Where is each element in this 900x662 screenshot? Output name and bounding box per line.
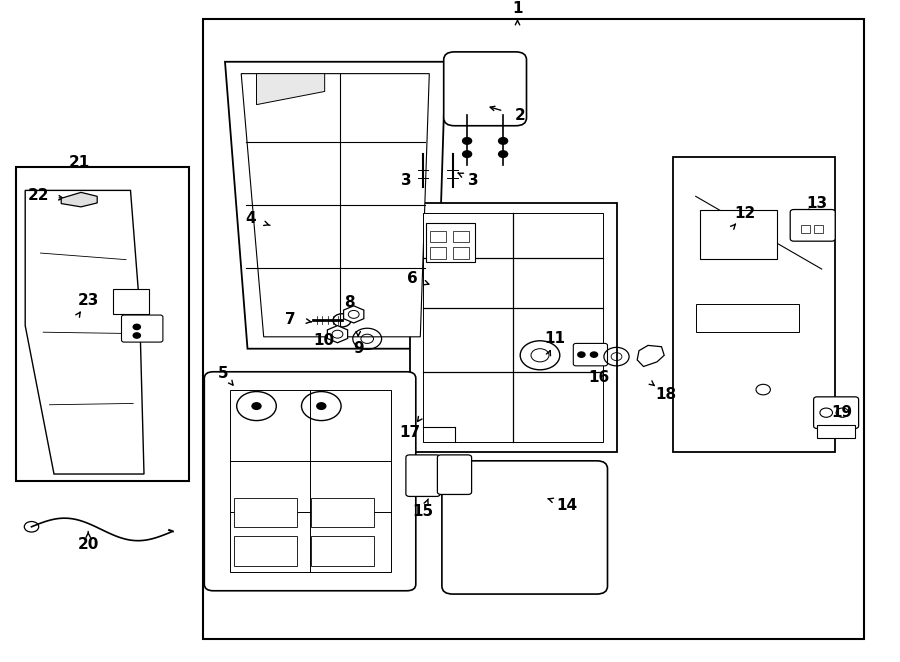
Bar bbox=[310, 536, 374, 566]
Text: 12: 12 bbox=[734, 206, 756, 221]
Text: 15: 15 bbox=[412, 504, 434, 519]
Polygon shape bbox=[328, 326, 347, 343]
Text: 4: 4 bbox=[246, 211, 256, 226]
Text: 14: 14 bbox=[556, 498, 578, 512]
Bar bbox=[696, 304, 799, 332]
Polygon shape bbox=[61, 193, 97, 207]
Circle shape bbox=[463, 138, 472, 144]
Circle shape bbox=[590, 352, 598, 357]
FancyBboxPatch shape bbox=[444, 52, 526, 126]
Bar bbox=[310, 498, 374, 528]
FancyBboxPatch shape bbox=[204, 372, 416, 591]
FancyBboxPatch shape bbox=[437, 455, 472, 495]
Text: 2: 2 bbox=[515, 109, 526, 123]
FancyBboxPatch shape bbox=[406, 455, 440, 496]
Bar bbox=[202, 19, 864, 639]
Text: 13: 13 bbox=[806, 196, 828, 211]
Bar bbox=[700, 209, 777, 259]
Circle shape bbox=[133, 324, 140, 330]
Text: 7: 7 bbox=[285, 312, 296, 326]
Text: 18: 18 bbox=[655, 387, 677, 402]
Bar bbox=[16, 167, 189, 481]
Bar bbox=[426, 222, 475, 262]
FancyBboxPatch shape bbox=[122, 315, 163, 342]
Text: 3: 3 bbox=[468, 173, 479, 188]
Text: 9: 9 bbox=[353, 340, 364, 355]
Text: 21: 21 bbox=[68, 154, 90, 169]
FancyBboxPatch shape bbox=[814, 397, 859, 428]
Text: 20: 20 bbox=[77, 537, 99, 552]
Bar bbox=[234, 498, 297, 528]
Text: 1: 1 bbox=[512, 1, 523, 17]
Bar bbox=[817, 424, 855, 438]
Text: 3: 3 bbox=[401, 173, 412, 188]
Circle shape bbox=[499, 138, 508, 144]
FancyBboxPatch shape bbox=[573, 344, 608, 366]
Bar bbox=[430, 230, 446, 242]
Polygon shape bbox=[25, 191, 144, 474]
Circle shape bbox=[578, 352, 585, 357]
FancyBboxPatch shape bbox=[790, 209, 835, 241]
Bar bbox=[234, 536, 297, 566]
Text: 5: 5 bbox=[218, 365, 229, 381]
Bar bbox=[112, 289, 148, 314]
Text: 8: 8 bbox=[344, 295, 355, 310]
Text: 16: 16 bbox=[589, 369, 610, 385]
Bar bbox=[430, 247, 446, 259]
Polygon shape bbox=[225, 62, 446, 349]
Bar bbox=[453, 247, 469, 259]
Bar bbox=[410, 203, 616, 452]
Circle shape bbox=[463, 151, 472, 158]
FancyBboxPatch shape bbox=[442, 461, 608, 594]
Bar bbox=[801, 225, 810, 233]
Circle shape bbox=[317, 402, 326, 409]
Polygon shape bbox=[637, 346, 664, 367]
Text: 22: 22 bbox=[28, 187, 50, 203]
Circle shape bbox=[252, 402, 261, 409]
Text: 17: 17 bbox=[399, 425, 420, 440]
Text: 10: 10 bbox=[313, 332, 335, 348]
Text: 6: 6 bbox=[407, 271, 418, 285]
Polygon shape bbox=[344, 306, 364, 323]
Text: 11: 11 bbox=[544, 331, 566, 346]
Bar bbox=[423, 213, 603, 442]
Text: 19: 19 bbox=[831, 405, 852, 420]
Polygon shape bbox=[256, 73, 325, 105]
Bar bbox=[230, 390, 391, 572]
Polygon shape bbox=[241, 73, 429, 337]
Circle shape bbox=[499, 151, 508, 158]
Bar bbox=[814, 225, 823, 233]
Bar bbox=[453, 230, 469, 242]
Text: 23: 23 bbox=[77, 293, 99, 308]
Circle shape bbox=[133, 333, 140, 338]
Bar bbox=[673, 157, 835, 452]
